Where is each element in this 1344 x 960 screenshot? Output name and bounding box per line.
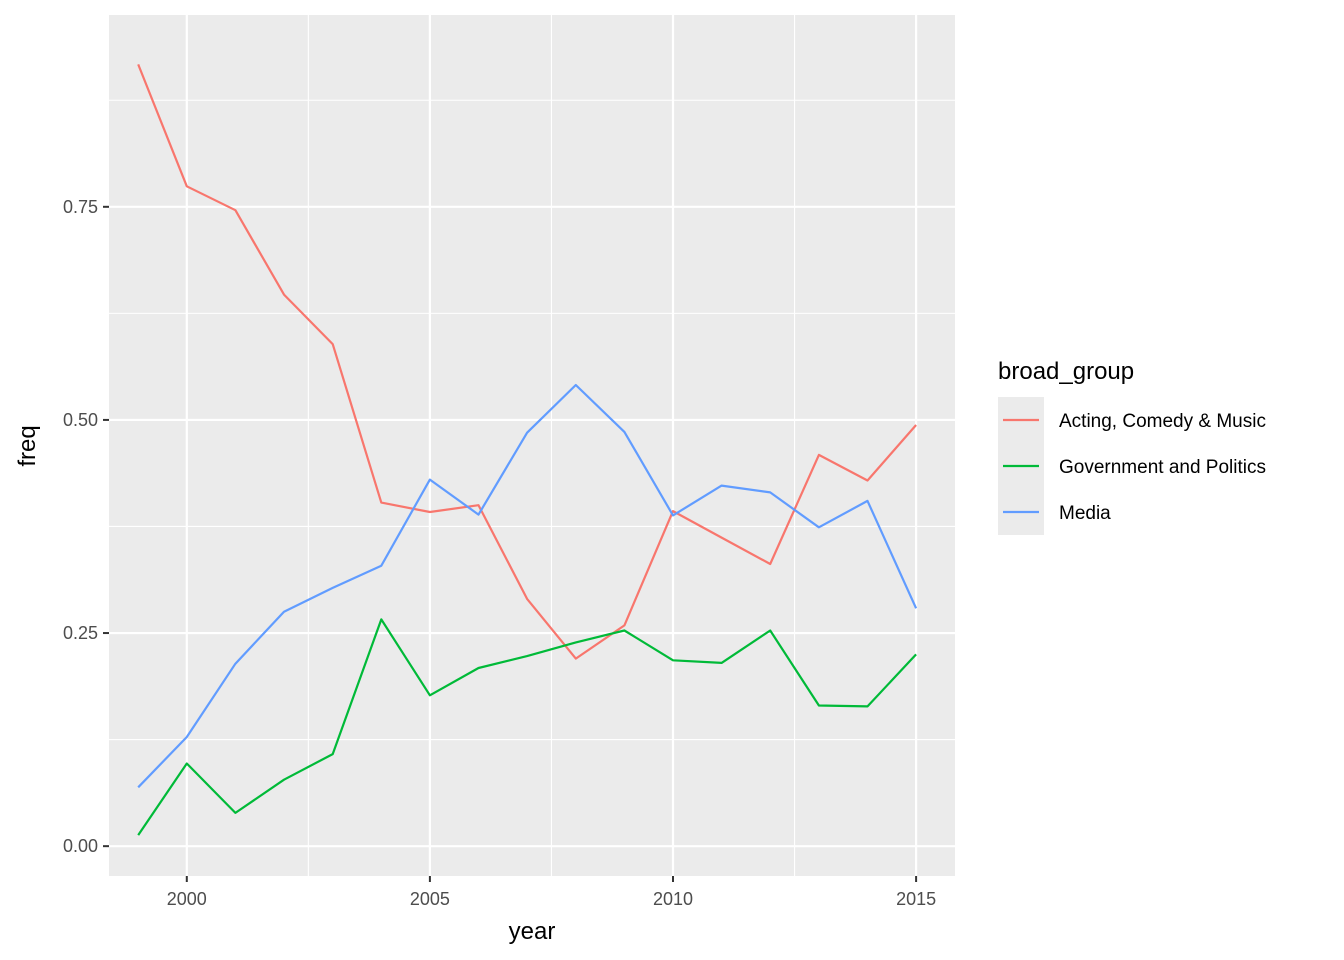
series-line-3	[137, 383, 918, 789]
major-gridlines	[109, 15, 955, 876]
y-tick-label: 0.75	[63, 197, 98, 217]
x-tick-label: 2005	[410, 889, 450, 909]
x-tick-label: 2000	[167, 889, 207, 909]
x-tick-label: 2010	[653, 889, 693, 909]
series-lines	[137, 63, 918, 836]
x-tick-label: 2015	[896, 889, 936, 909]
plot-panel	[109, 15, 955, 876]
x-axis-title: year	[509, 918, 556, 945]
y-axis: 0.00 0.25 0.50 0.75	[63, 197, 109, 856]
legend-title: broad_group	[998, 358, 1134, 385]
y-axis-title: freq	[14, 425, 41, 466]
legend-label: Government and Politics	[1059, 457, 1266, 478]
x-axis: 2000 2005 2010 2015	[167, 876, 936, 909]
y-tick-label: 0.00	[63, 836, 98, 856]
legend-label: Acting, Comedy & Music	[1059, 411, 1266, 432]
series-line-1	[137, 63, 917, 660]
minor-gridlines	[109, 15, 955, 876]
series-line-2	[137, 618, 917, 836]
legend-label: Media	[1059, 503, 1111, 524]
y-tick-label: 0.50	[63, 410, 98, 430]
legend: broad_group Acting, Comedy & Music Govern…	[998, 358, 1266, 535]
y-tick-label: 0.25	[63, 623, 98, 643]
